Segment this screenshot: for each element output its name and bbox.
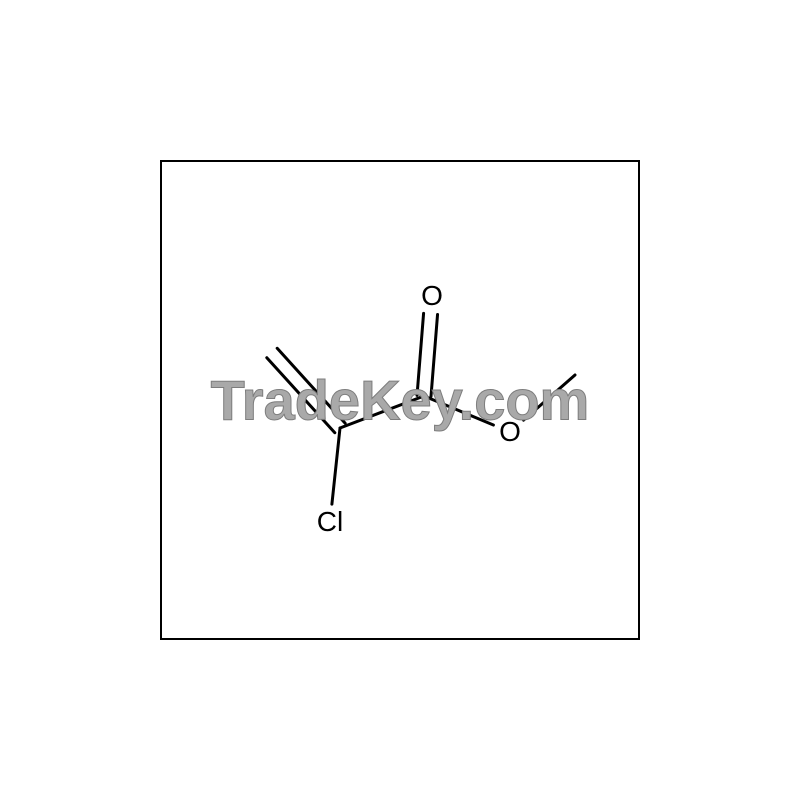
canvas: OOCl TradeKey.com [0, 0, 800, 800]
atom-label-cl: Cl [317, 506, 343, 538]
molecule-diagram [0, 0, 800, 800]
atom-label-o: O [421, 280, 443, 312]
atom-label-o: O [499, 416, 521, 448]
